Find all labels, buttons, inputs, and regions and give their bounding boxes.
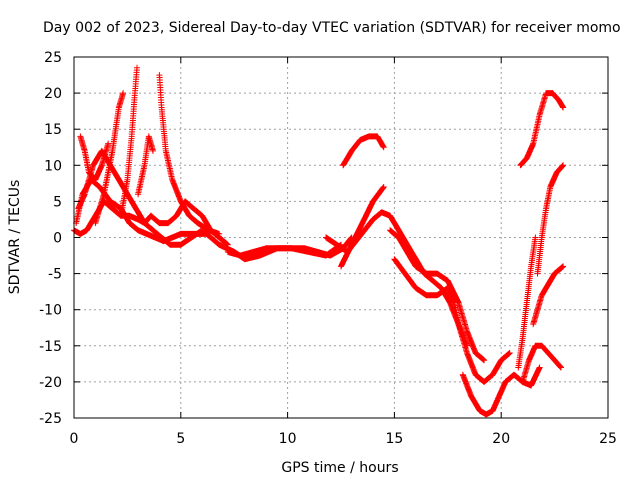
point-markers [156, 72, 223, 237]
point-markers [534, 162, 567, 277]
data-points [71, 64, 567, 418]
series-track-7 [135, 133, 156, 198]
series-track-3 [75, 147, 206, 248]
y-tick-label: -10 [39, 303, 62, 319]
series-track-20 [517, 90, 567, 169]
point-markers [75, 147, 206, 248]
y-tick-label: 10 [44, 158, 62, 174]
x-tick-label: 20 [492, 431, 510, 447]
series-track-17 [515, 234, 539, 371]
series-track-14 [391, 256, 513, 385]
y-tick-label: 15 [44, 122, 62, 138]
point-markers [338, 184, 387, 270]
series-track-18 [530, 263, 567, 328]
point-markers [387, 227, 488, 364]
x-tick-label: 25 [599, 431, 617, 447]
point-markers [517, 90, 567, 169]
series-track-16 [519, 342, 564, 385]
point-markers [391, 256, 513, 385]
point-markers [530, 263, 567, 328]
chart-title: Day 002 of 2023, Sidereal Day-to-day VTE… [43, 20, 621, 36]
axis-ticks: 0 5 10 15 20 25 25 20 15 10 5 0 -5 -10 -15 -20 -25 [39, 50, 617, 447]
y-tick-label: 5 [53, 194, 62, 210]
y-tick-label: 25 [44, 50, 62, 66]
series-track-10 [340, 133, 387, 169]
point-markers [519, 342, 564, 385]
point-markers [77, 133, 112, 183]
y-tick-label: -15 [39, 339, 62, 355]
series-track-13 [387, 227, 488, 364]
point-markers [135, 133, 156, 198]
series-track-19 [534, 162, 567, 277]
point-markers [118, 64, 140, 219]
series-track-8 [156, 72, 223, 237]
x-tick-label: 0 [70, 431, 79, 447]
series-track-4 [77, 133, 112, 183]
x-axis-title: GPS time / hours [281, 460, 398, 476]
y-axis-title: SDTVAR / TECUs [7, 180, 23, 295]
y-tick-label: -25 [39, 411, 62, 427]
series-track-11 [338, 184, 387, 270]
x-tick-label: 15 [385, 431, 403, 447]
x-tick-label: 5 [176, 431, 185, 447]
y-tick-label: -20 [39, 375, 62, 391]
y-tick-label: -5 [48, 267, 62, 283]
point-markers [92, 90, 127, 227]
x-tick-label: 10 [279, 431, 297, 447]
point-markers [515, 234, 539, 371]
series-track-5 [92, 90, 127, 227]
series-track-6 [118, 64, 140, 219]
y-tick-label: 0 [53, 231, 62, 247]
y-tick-label: 20 [44, 86, 62, 102]
point-markers [340, 133, 387, 169]
